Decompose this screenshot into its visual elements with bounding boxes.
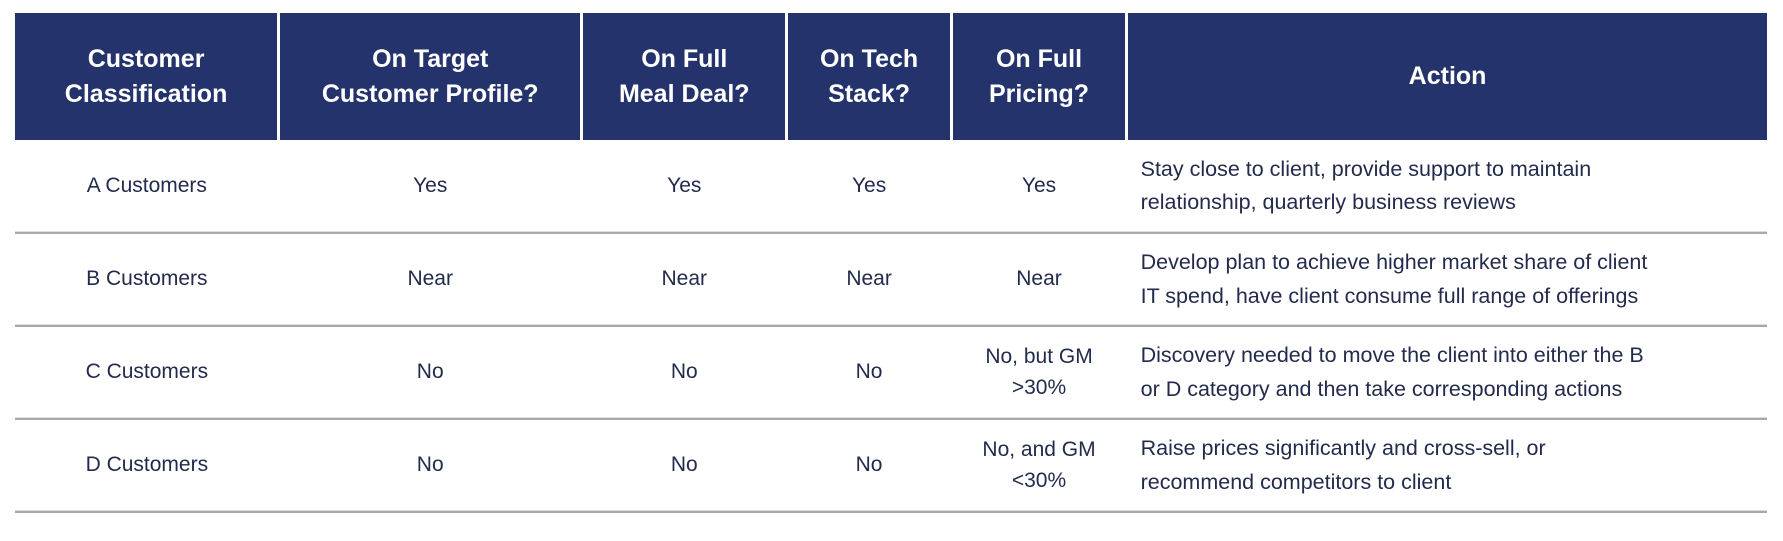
cell-classification: B Customers [15,233,279,326]
cell-action: Raise prices significantly and cross-sel… [1127,419,1767,512]
table-row-c-customers: C Customers No No No No, but GM >30% Dis… [15,326,1767,419]
cell-on-full-meal-deal: No [582,326,787,419]
customer-classification-table: Customer Classification On Target Custom… [15,13,1767,513]
cell-on-full-pricing: No, and GM <30% [951,419,1126,512]
cell-on-full-meal-deal: Near [582,233,787,326]
table-row-b-customers: B Customers Near Near Near Near Develop … [15,233,1767,326]
header-row: Customer Classification On Target Custom… [15,13,1767,140]
cell-on-full-meal-deal: No [582,419,787,512]
col-header-on-tech-stack: On Tech Stack? [785,13,952,140]
cell-on-full-meal-deal: Yes [582,140,787,233]
cell-action: Develop plan to achieve higher market sh… [1127,233,1767,326]
cell-on-full-pricing: Yes [951,140,1126,233]
cell-on-target-profile: No [279,326,582,419]
page: Customer Classification On Target Custom… [15,13,1767,513]
cell-on-full-pricing: Near [951,233,1126,326]
cell-action: Stay close to client, provide support to… [1127,140,1767,233]
table-body: A Customers Yes Yes Yes Yes Stay close t… [15,140,1767,512]
cell-on-target-profile: Yes [279,140,582,233]
cell-on-full-pricing: No, but GM >30% [951,326,1126,419]
col-header-action: Action [1125,13,1767,140]
col-header-on-full-meal-deal: On Full Meal Deal? [580,13,787,140]
table-header: Customer Classification On Target Custom… [15,13,1767,140]
col-header-on-full-pricing: On Full Pricing? [949,13,1127,140]
cell-on-tech-stack: No [787,326,952,419]
cell-action: Discovery needed to move the client into… [1127,326,1767,419]
table-row-a-customers: A Customers Yes Yes Yes Yes Stay close t… [15,140,1767,233]
col-header-on-target-customer-profile: On Target Customer Profile? [277,13,582,140]
col-header-customer-classification: Customer Classification [15,13,279,140]
cell-on-target-profile: No [279,419,582,512]
cell-classification: C Customers [15,326,279,419]
cell-classification: A Customers [15,140,279,233]
cell-on-tech-stack: Yes [787,140,952,233]
cell-on-tech-stack: Near [787,233,952,326]
cell-on-tech-stack: No [787,419,952,512]
cell-classification: D Customers [15,419,279,512]
cell-on-target-profile: Near [279,233,582,326]
table-row-d-customers: D Customers No No No No, and GM <30% Rai… [15,419,1767,512]
